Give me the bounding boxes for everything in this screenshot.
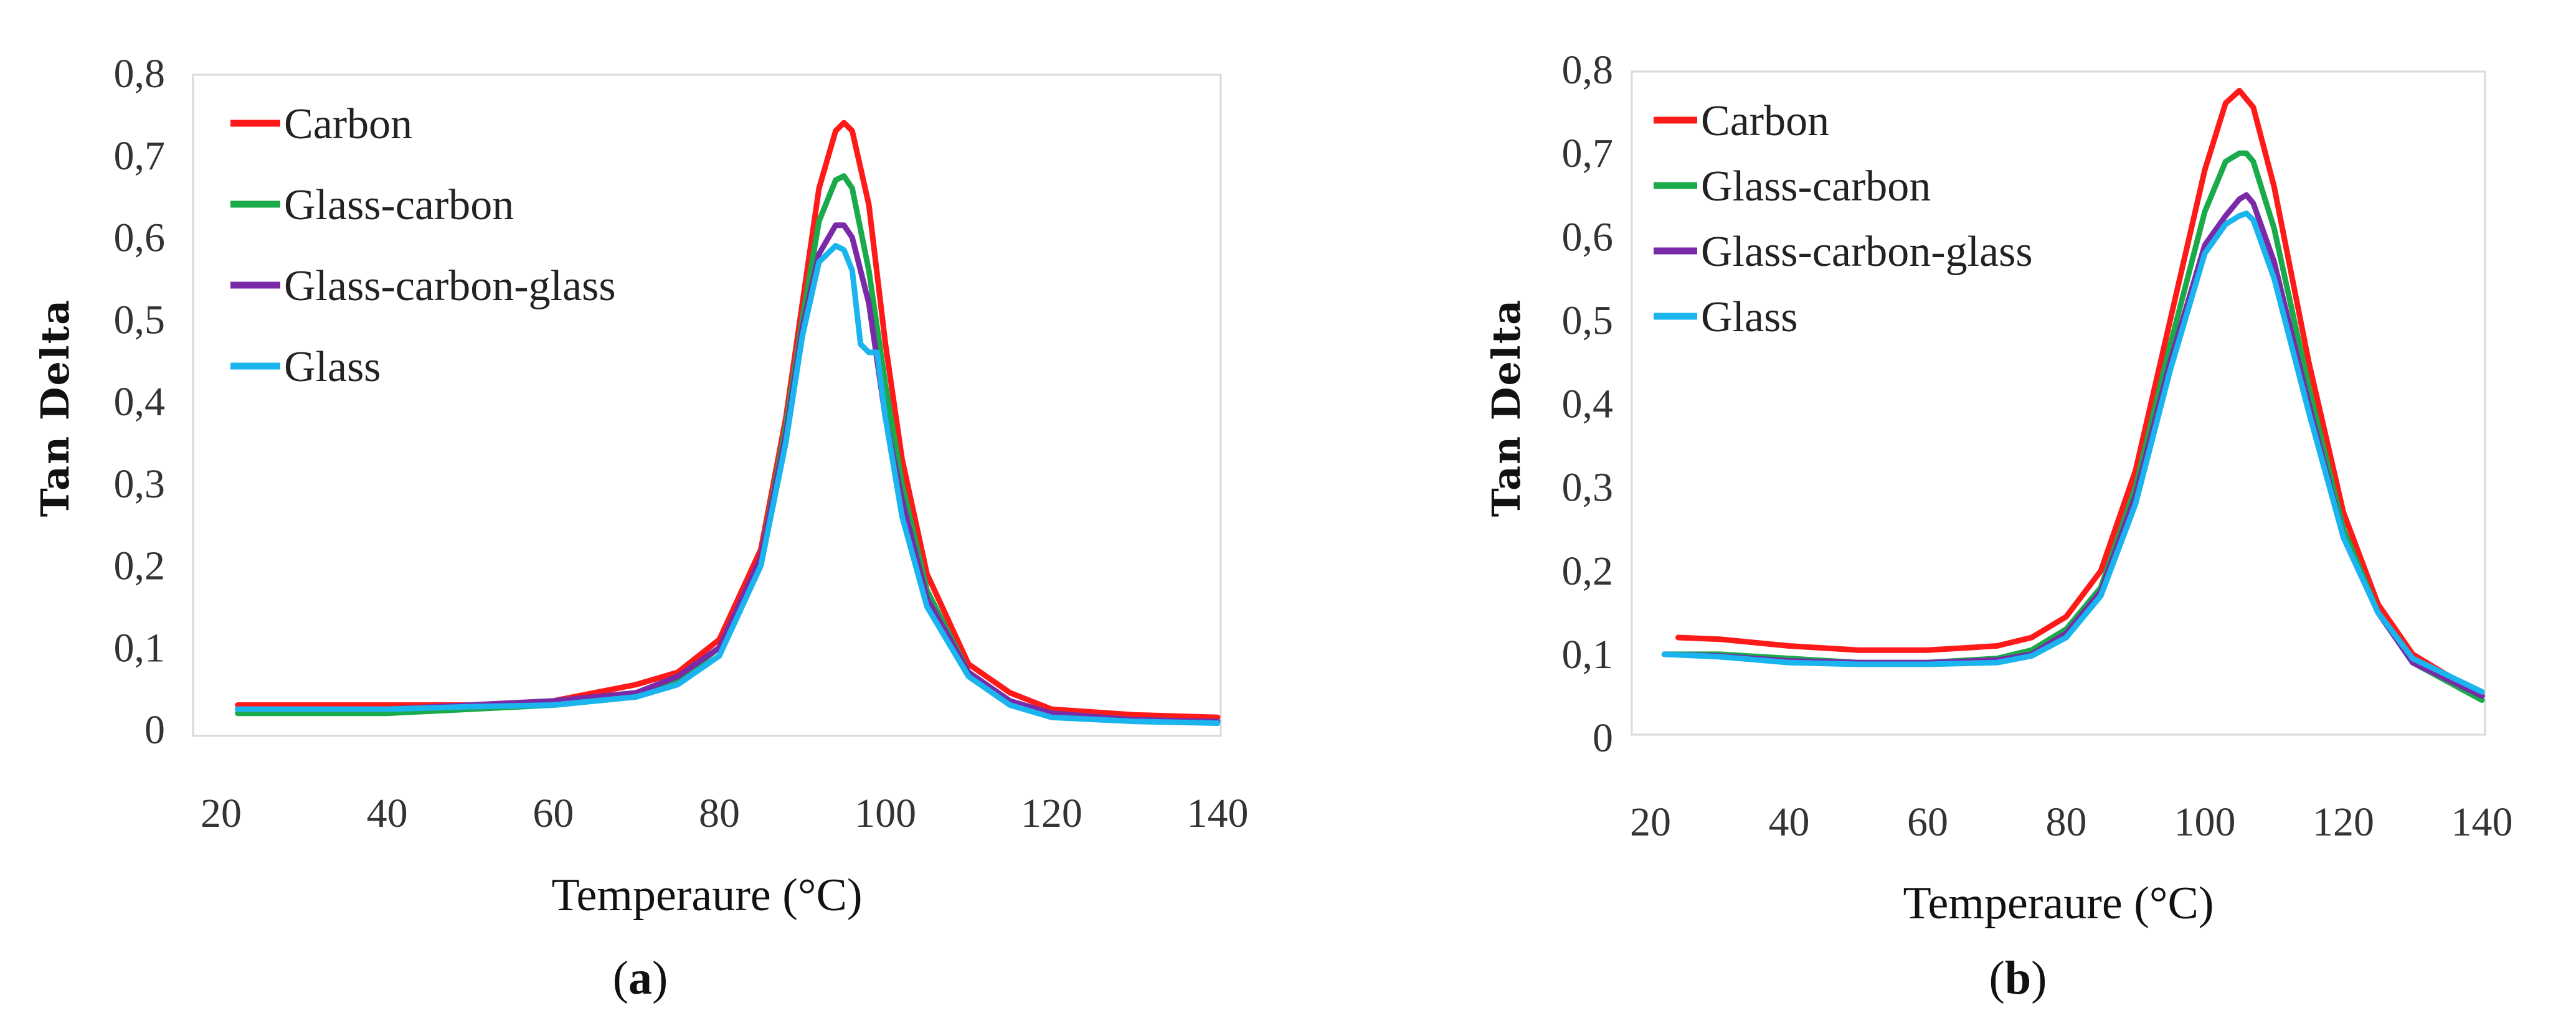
plot-area-border <box>1631 70 2486 736</box>
y-tick-label: 0,3 <box>1562 465 1614 511</box>
y-axis-title: Tan Delta <box>1484 299 1529 517</box>
panel-label: (b) <box>1989 952 2047 1004</box>
y-tick-label: 0 <box>144 707 165 753</box>
x-tick-label: 120 <box>2313 799 2374 845</box>
series-line-glass <box>1661 210 2485 695</box>
legend-label-glass-carbon-glass: Glass-carbon-glass <box>284 262 616 310</box>
x-tick-label: 20 <box>201 791 242 836</box>
y-tick-label: 0 <box>1593 715 1613 761</box>
panel-label: (a) <box>613 952 668 1004</box>
x-axis-ticks: 20 40 60 80 100 120 140 <box>201 791 1249 836</box>
y-axis-ticks: 0 0,1 0,2 0,3 0,4 0,5 0,6 0,7 0,8 <box>1562 47 1614 761</box>
y-tick-label: 0,5 <box>1562 298 1614 343</box>
x-tick-label: 120 <box>1021 791 1082 836</box>
legend-label-glass-carbon-glass: Glass-carbon-glass <box>1701 228 2033 276</box>
y-tick-label: 0,2 <box>114 544 166 589</box>
x-tick-label: 40 <box>367 791 408 836</box>
chart-panel-b: 0 0,1 0,2 0,3 0,4 0,5 0,6 0,7 0,8 20 40 60 80 100 120… <box>1484 47 2513 1004</box>
x-tick-label: 140 <box>2451 799 2513 845</box>
x-tick-label: 140 <box>1187 791 1249 836</box>
x-axis-title: Temperaure (°C) <box>552 870 863 921</box>
x-tick-label: 60 <box>1907 799 1948 845</box>
x-axis-ticks: 20 40 60 80 100 120 140 <box>1630 799 2513 845</box>
y-tick-label: 0,4 <box>1562 382 1614 427</box>
y-tick-label: 0,2 <box>1562 548 1614 594</box>
x-tick-label: 80 <box>699 791 740 836</box>
legend-label-glass: Glass <box>284 343 381 391</box>
legend: Carbon Glass-carbon Glass-carbon-glass Glas… <box>230 100 616 391</box>
y-tick-label: 0,1 <box>1562 632 1614 677</box>
series-line-carbon <box>1675 88 2485 699</box>
x-axis-title: Temperaure (°C) <box>1903 878 2214 929</box>
series-lines <box>235 120 1221 726</box>
y-tick-label: 0,6 <box>1562 214 1614 260</box>
y-tick-label: 0,1 <box>114 625 166 671</box>
x-tick-label: 100 <box>2174 799 2236 845</box>
x-tick-label: 80 <box>2046 799 2087 845</box>
plot-area-border <box>192 73 1222 737</box>
legend-label-glass-carbon: Glass-carbon <box>284 181 514 229</box>
legend-label-carbon: Carbon <box>284 100 412 148</box>
y-tick-label: 0,6 <box>114 215 166 261</box>
y-tick-label: 0,3 <box>114 461 166 507</box>
x-tick-label: 60 <box>533 791 574 836</box>
y-tick-label: 0,7 <box>114 133 166 179</box>
y-tick-label: 0,4 <box>114 379 166 425</box>
chart-panel-a: 0 0,1 0,2 0,3 0,4 0,5 0,6 0,7 0,8 20 40 60 80 100 120… <box>32 51 1249 1004</box>
y-tick-label: 0,7 <box>1562 131 1614 176</box>
series-lines <box>1661 88 2485 704</box>
x-tick-label: 40 <box>1769 799 1810 845</box>
y-axis-ticks: 0 0,1 0,2 0,3 0,4 0,5 0,6 0,7 0,8 <box>114 51 166 753</box>
x-tick-label: 20 <box>1630 799 1671 845</box>
legend-label-carbon: Carbon <box>1701 97 1829 145</box>
legend-label-glass-carbon: Glass-carbon <box>1701 162 1931 210</box>
y-axis-title: Tan Delta <box>32 299 78 517</box>
y-tick-label: 0,8 <box>114 51 166 97</box>
legend: Carbon Glass-carbon Glass-carbon-glass Glas… <box>1654 97 2033 341</box>
series-line-glass <box>235 243 1221 726</box>
legend-label-glass: Glass <box>1701 293 1798 341</box>
x-tick-label: 100 <box>855 791 916 836</box>
y-tick-label: 0,5 <box>114 297 166 342</box>
y-tick-label: 0,8 <box>1562 47 1614 93</box>
